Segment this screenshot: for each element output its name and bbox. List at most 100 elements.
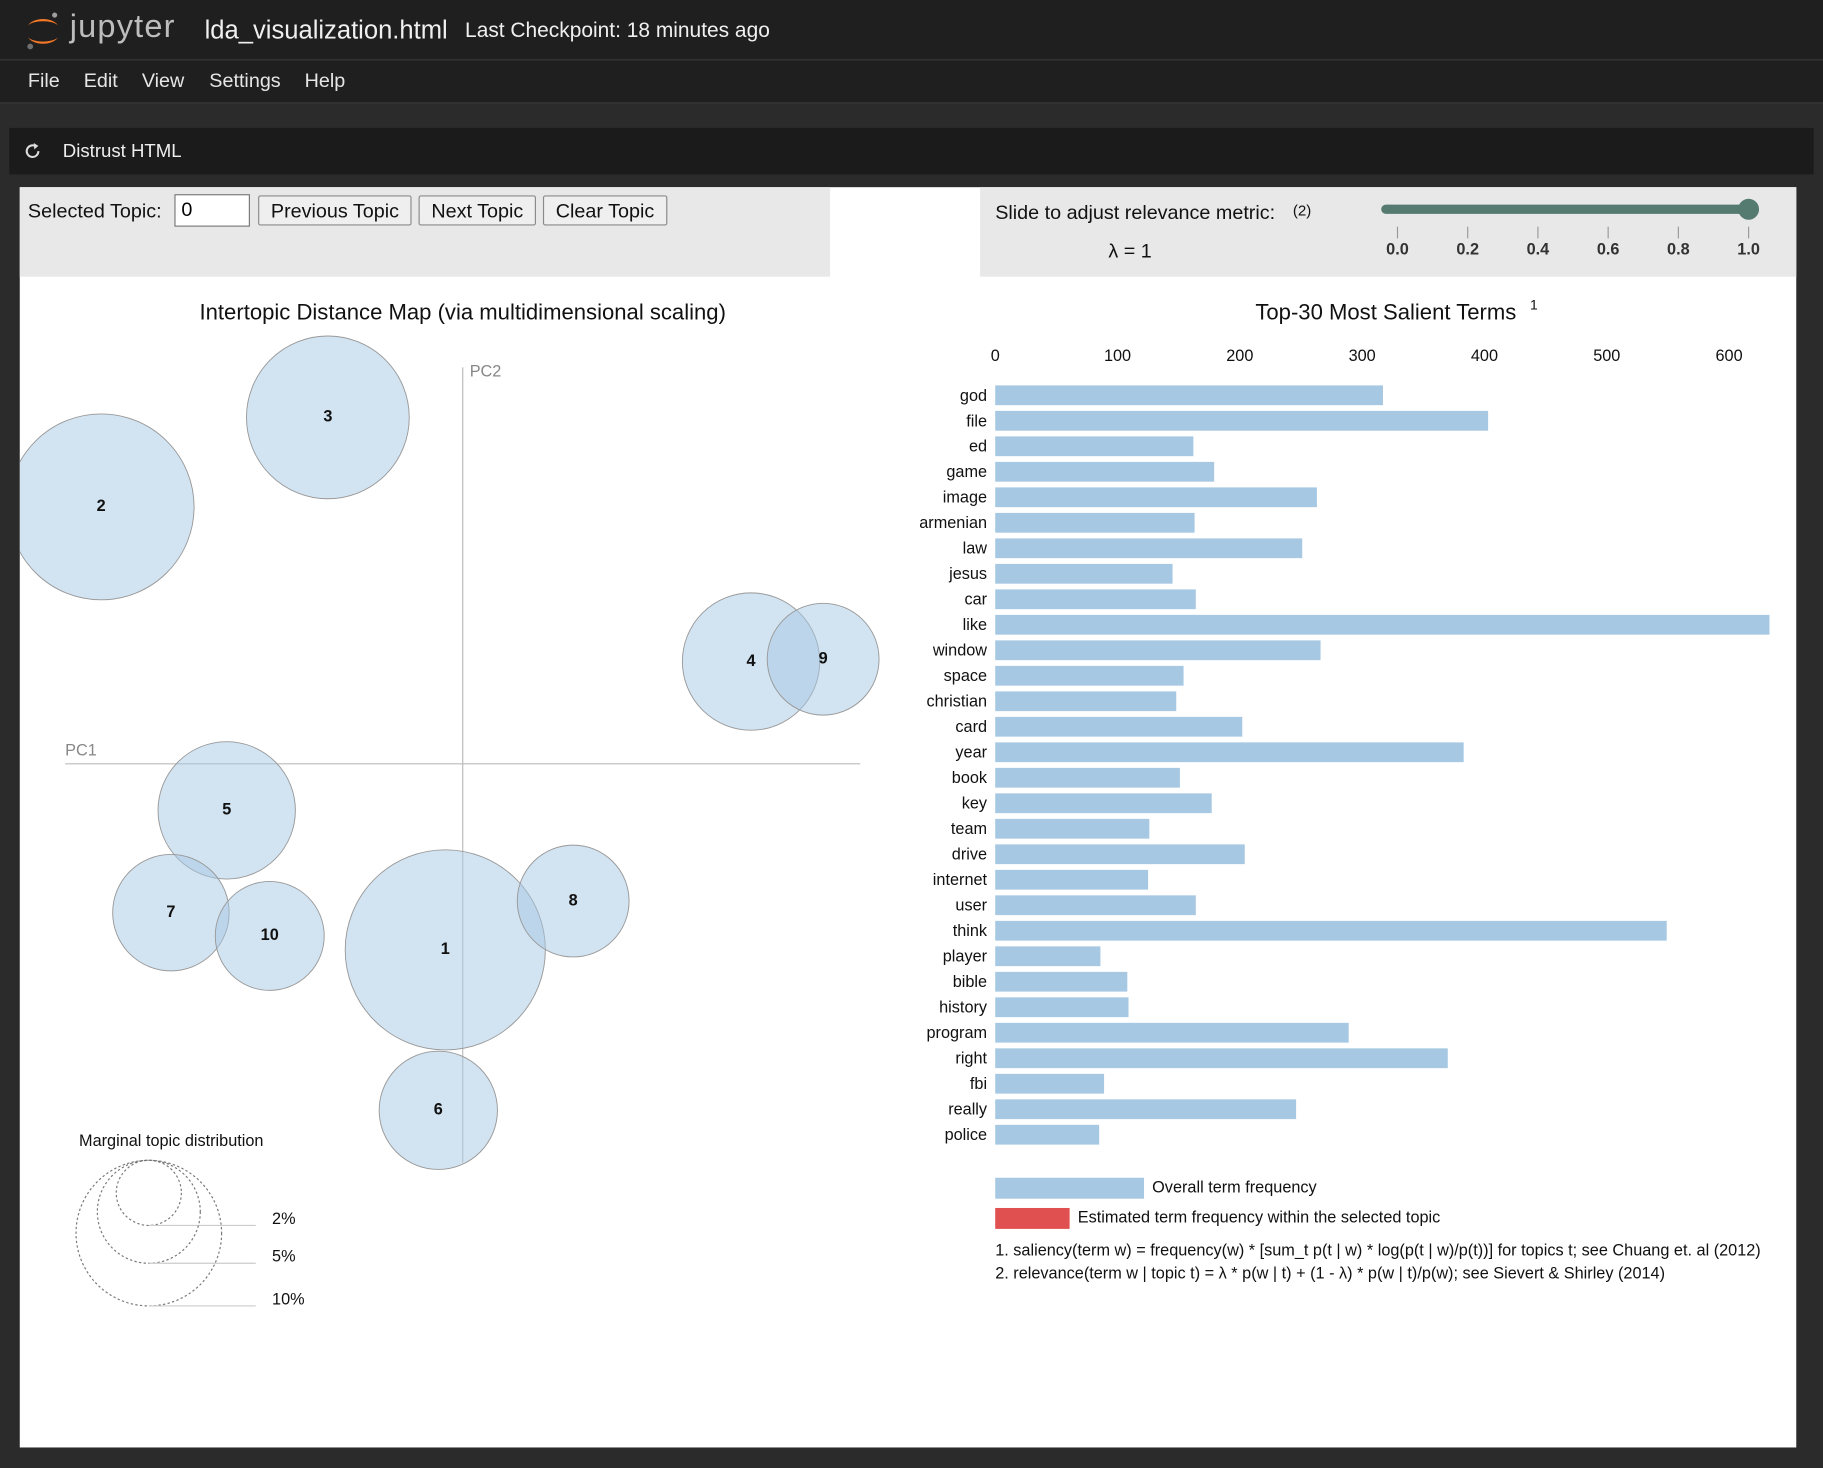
top-bar: jupyter lda_visualization.html Last Chec… bbox=[0, 0, 1823, 61]
topic-circle[interactable] bbox=[766, 602, 880, 716]
term-label[interactable]: card bbox=[955, 718, 987, 736]
term-label[interactable]: key bbox=[962, 795, 988, 813]
relevance-controls bbox=[980, 187, 1797, 277]
term-label[interactable]: player bbox=[943, 948, 988, 966]
legend-size-label: 5% bbox=[272, 1248, 296, 1266]
term-label[interactable]: bible bbox=[953, 973, 987, 991]
term-label[interactable]: really bbox=[948, 1101, 988, 1119]
topic-label: 1 bbox=[441, 940, 450, 958]
term-label[interactable]: file bbox=[966, 412, 987, 430]
term-label[interactable]: car bbox=[964, 591, 987, 609]
x-tick-label: 600 bbox=[1716, 347, 1743, 365]
term-label[interactable]: year bbox=[955, 744, 987, 762]
term-label[interactable]: team bbox=[951, 820, 987, 838]
term-label[interactable]: user bbox=[955, 897, 987, 915]
pc1-label: PC1 bbox=[65, 741, 97, 759]
slider-tick-label: 0.2 bbox=[1456, 240, 1479, 258]
legend-circle bbox=[75, 1159, 223, 1307]
term-label[interactable]: think bbox=[953, 922, 988, 940]
checkpoint-status: Last Checkpoint: 18 minutes ago bbox=[465, 18, 770, 42]
term-bar bbox=[995, 691, 1177, 712]
topic-circles bbox=[8, 335, 880, 1170]
term-label[interactable]: ed bbox=[969, 438, 987, 456]
term-label[interactable]: law bbox=[963, 540, 988, 558]
footnote: 2. relevance(term w | topic t) = λ * p(w… bbox=[995, 1265, 1665, 1283]
term-label[interactable]: christian bbox=[926, 693, 987, 711]
topic-circle[interactable] bbox=[8, 413, 195, 601]
selected-topic-label: Selected Topic: bbox=[27, 199, 162, 223]
topic-circle[interactable] bbox=[214, 880, 325, 991]
term-label[interactable]: history bbox=[939, 999, 988, 1017]
term-bar bbox=[995, 385, 1383, 406]
topic-circle[interactable] bbox=[516, 844, 630, 958]
legend-label: Overall term frequency bbox=[1152, 1179, 1317, 1197]
term-label[interactable]: like bbox=[963, 616, 987, 634]
term-label[interactable]: police bbox=[945, 1126, 988, 1144]
menu-item[interactable]: Edit bbox=[83, 69, 118, 92]
topic-button[interactable]: Clear Topic bbox=[542, 195, 668, 226]
legend-label: Estimated term frequency within the sele… bbox=[1078, 1209, 1441, 1227]
term-bar bbox=[995, 563, 1173, 584]
term-label[interactable]: image bbox=[943, 489, 987, 507]
topic-button[interactable]: Previous Topic bbox=[258, 195, 412, 226]
term-label[interactable]: program bbox=[926, 1024, 987, 1042]
topic-label: 7 bbox=[166, 903, 175, 921]
menu-item[interactable]: Settings bbox=[209, 69, 281, 92]
map-title: Intertopic Distance Map (via multidimens… bbox=[200, 300, 726, 325]
term-bar bbox=[995, 869, 1149, 890]
distrust-button[interactable]: Distrust HTML bbox=[62, 141, 182, 162]
legend-title: Marginal topic distribution bbox=[79, 1132, 263, 1150]
term-label[interactable]: armenian bbox=[919, 514, 987, 532]
term-bar bbox=[995, 946, 1101, 967]
term-bar bbox=[995, 614, 1770, 635]
terms-title: Top-30 Most Salient Terms bbox=[1255, 300, 1516, 325]
menu-item[interactable]: File bbox=[27, 69, 60, 92]
legend-swatch bbox=[995, 1207, 1070, 1229]
topic-circle[interactable] bbox=[378, 1050, 498, 1170]
slider-tick-label: 1.0 bbox=[1737, 240, 1760, 258]
term-label[interactable]: right bbox=[955, 1050, 987, 1068]
term-bar bbox=[995, 920, 1667, 941]
term-label[interactable]: book bbox=[952, 769, 988, 787]
topic-label: 5 bbox=[222, 801, 231, 819]
term-bar bbox=[995, 640, 1321, 661]
topic-label: 2 bbox=[97, 497, 106, 515]
term-bar bbox=[995, 844, 1245, 865]
term-label[interactable]: game bbox=[946, 463, 987, 481]
topic-label: 8 bbox=[569, 891, 578, 909]
notebook-title[interactable]: lda_visualization.html bbox=[204, 15, 448, 45]
slider-tick-label: 0.6 bbox=[1597, 240, 1620, 258]
topic-label: 4 bbox=[747, 652, 756, 670]
menu-item[interactable]: Help bbox=[304, 69, 346, 92]
slider-thumb[interactable] bbox=[1738, 198, 1760, 220]
menu-item[interactable]: View bbox=[141, 69, 185, 92]
term-label[interactable]: space bbox=[944, 667, 987, 685]
term-bar bbox=[995, 410, 1489, 431]
term-bar bbox=[995, 716, 1243, 737]
legend-size-label: 10% bbox=[272, 1290, 305, 1308]
x-tick-label: 100 bbox=[1104, 347, 1131, 365]
term-bar bbox=[995, 1099, 1297, 1120]
topic-button[interactable]: Next Topic bbox=[418, 195, 537, 226]
term-label[interactable]: drive bbox=[952, 846, 987, 864]
term-bar bbox=[995, 1124, 1100, 1145]
topic-circle[interactable] bbox=[157, 741, 296, 880]
menu-bar bbox=[0, 60, 1823, 104]
topic-input[interactable]: 0 bbox=[174, 194, 250, 227]
term-bar bbox=[995, 767, 1180, 788]
relevance-note: (2) bbox=[1293, 203, 1311, 220]
term-label[interactable]: internet bbox=[933, 871, 988, 889]
slider-tick-label: 0.8 bbox=[1667, 240, 1690, 258]
term-label[interactable]: jesus bbox=[948, 565, 987, 583]
footnote: 1. saliency(term w) = frequency(w) * [su… bbox=[995, 1241, 1761, 1259]
term-label[interactable]: window bbox=[932, 642, 987, 660]
terms-title-note: 1 bbox=[1530, 296, 1538, 312]
term-bar bbox=[995, 793, 1212, 814]
term-label[interactable]: god bbox=[960, 387, 987, 405]
topic-circle[interactable] bbox=[246, 335, 410, 500]
term-label[interactable]: fbi bbox=[970, 1075, 987, 1093]
logo-text: jupyter bbox=[69, 8, 176, 45]
jupyter-logo-icon bbox=[27, 12, 59, 50]
refresh-icon[interactable] bbox=[23, 142, 42, 161]
relevance-label: Slide to adjust relevance metric: bbox=[995, 202, 1275, 224]
